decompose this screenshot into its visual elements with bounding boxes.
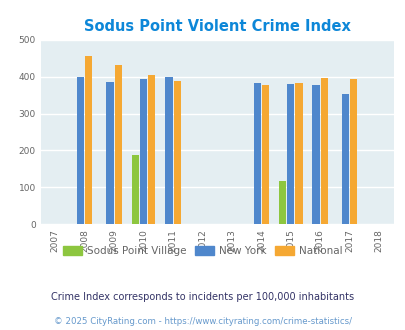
Bar	[261, 85, 269, 224]
Bar	[114, 65, 122, 224]
Bar	[320, 78, 327, 224]
Bar	[312, 85, 319, 224]
Legend: Sodus Point Village, New York, National: Sodus Point Village, New York, National	[59, 242, 346, 260]
Bar	[85, 56, 92, 224]
Bar	[286, 84, 294, 224]
Text: © 2025 CityRating.com - https://www.cityrating.com/crime-statistics/: © 2025 CityRating.com - https://www.city…	[54, 317, 351, 326]
Bar	[278, 181, 286, 224]
Bar	[165, 77, 172, 224]
Bar	[253, 83, 260, 224]
Bar	[140, 79, 147, 224]
Bar	[173, 82, 180, 224]
Bar	[77, 77, 84, 224]
Bar	[132, 155, 139, 224]
Bar	[341, 94, 348, 224]
Bar	[148, 75, 155, 224]
Title: Sodus Point Violent Crime Index: Sodus Point Violent Crime Index	[83, 19, 350, 34]
Bar	[106, 82, 113, 224]
Bar	[349, 79, 356, 224]
Bar	[295, 83, 302, 224]
Text: Crime Index corresponds to incidents per 100,000 inhabitants: Crime Index corresponds to incidents per…	[51, 292, 354, 302]
